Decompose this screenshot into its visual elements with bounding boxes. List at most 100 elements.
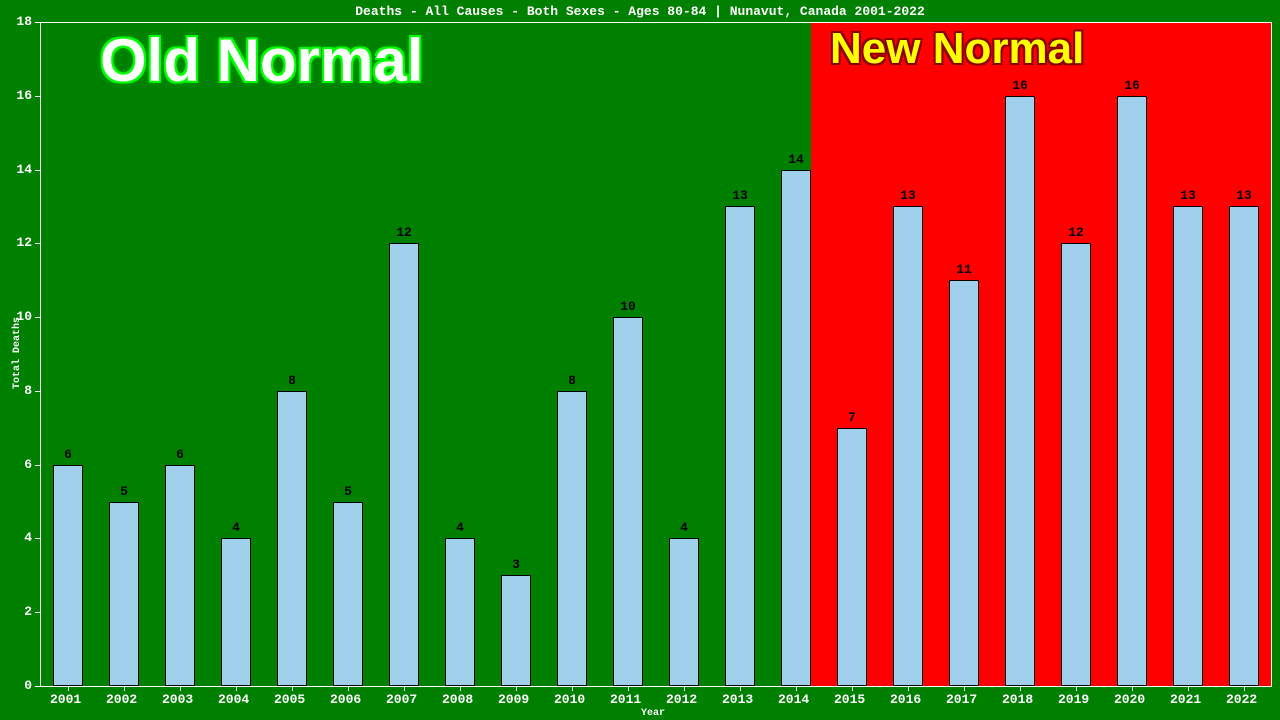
x-tick (236, 686, 237, 691)
x-tick (516, 686, 517, 691)
x-tick-label: 2005 (274, 692, 305, 707)
x-tick (684, 686, 685, 691)
x-tick-label: 2011 (610, 692, 641, 707)
bar (277, 391, 308, 686)
x-tick (68, 686, 69, 691)
y-tick-label: 8 (24, 383, 32, 398)
x-tick-label: 2017 (946, 692, 977, 707)
y-tick-label: 14 (16, 162, 32, 177)
x-tick (1076, 686, 1077, 691)
bar (501, 575, 532, 686)
y-tick (35, 317, 40, 318)
x-axis-top (40, 22, 1272, 23)
annotation-old-normal: Old Normal (100, 26, 423, 95)
x-tick-label: 2012 (666, 692, 697, 707)
x-tick (180, 686, 181, 691)
bar (109, 502, 140, 686)
y-axis-label: Total Deaths (12, 317, 23, 389)
bar (389, 243, 420, 686)
y-tick-label: 0 (24, 678, 32, 693)
x-tick-label: 2018 (1002, 692, 1033, 707)
bar-value-label: 4 (445, 520, 475, 535)
x-tick-label: 2021 (1170, 692, 1201, 707)
y-tick-label: 2 (24, 604, 32, 619)
x-tick (908, 686, 909, 691)
x-tick-label: 2006 (330, 692, 361, 707)
bar (221, 538, 252, 686)
x-tick (124, 686, 125, 691)
bar (557, 391, 588, 686)
bar (1173, 206, 1204, 686)
x-tick (964, 686, 965, 691)
bar-value-label: 16 (1005, 78, 1035, 93)
bar (669, 538, 700, 686)
y-tick-label: 6 (24, 457, 32, 472)
bar-value-label: 8 (277, 373, 307, 388)
bar-value-label: 13 (1229, 188, 1259, 203)
bar-value-label: 12 (1061, 225, 1091, 240)
bar-value-label: 11 (949, 262, 979, 277)
bar (1005, 96, 1036, 686)
x-tick-label: 2010 (554, 692, 585, 707)
y-tick (35, 465, 40, 466)
bar-value-label: 12 (389, 225, 419, 240)
x-tick (740, 686, 741, 691)
y-tick-label: 18 (16, 14, 32, 29)
x-tick (796, 686, 797, 691)
y-axis (40, 22, 41, 686)
bar (333, 502, 364, 686)
x-tick-label: 2015 (834, 692, 865, 707)
x-tick (404, 686, 405, 691)
bar (165, 465, 196, 686)
bar-value-label: 13 (1173, 188, 1203, 203)
bar (1117, 96, 1148, 686)
x-tick (460, 686, 461, 691)
x-tick (292, 686, 293, 691)
y-tick (35, 686, 40, 687)
x-tick-label: 2004 (218, 692, 249, 707)
annotation-new-normal: New Normal (830, 24, 1084, 74)
x-tick (1244, 686, 1245, 691)
bar (725, 206, 756, 686)
bar (1229, 206, 1260, 686)
y-tick (35, 612, 40, 613)
bar (53, 465, 84, 686)
bar (893, 206, 924, 686)
bar-value-label: 13 (893, 188, 923, 203)
bar-value-label: 16 (1117, 78, 1147, 93)
bar-value-label: 4 (669, 520, 699, 535)
bar (837, 428, 868, 686)
x-tick-label: 2008 (442, 692, 473, 707)
bar-value-label: 6 (165, 447, 195, 462)
x-tick (852, 686, 853, 691)
x-tick-label: 2003 (162, 692, 193, 707)
bar (445, 538, 476, 686)
y-tick-label: 4 (24, 530, 32, 545)
bar-value-label: 4 (221, 520, 251, 535)
y-axis-right (1271, 22, 1272, 686)
x-tick (1188, 686, 1189, 691)
bar-value-label: 10 (613, 299, 643, 314)
x-tick (628, 686, 629, 691)
x-axis-label: Year (641, 708, 665, 719)
x-tick (348, 686, 349, 691)
y-tick (35, 243, 40, 244)
x-tick-label: 2002 (106, 692, 137, 707)
x-tick-label: 2014 (778, 692, 809, 707)
x-tick-label: 2013 (722, 692, 753, 707)
bar-value-label: 7 (837, 410, 867, 425)
x-tick-label: 2019 (1058, 692, 1089, 707)
y-tick-label: 12 (16, 235, 32, 250)
y-tick-label: 16 (16, 88, 32, 103)
x-tick-label: 2022 (1226, 692, 1257, 707)
bar (949, 280, 980, 686)
y-tick (35, 170, 40, 171)
x-tick-label: 2009 (498, 692, 529, 707)
chart-title: Deaths - All Causes - Both Sexes - Ages … (0, 4, 1280, 19)
bar-value-label: 6 (53, 447, 83, 462)
y-tick (35, 96, 40, 97)
bar (613, 317, 644, 686)
bar-value-label: 5 (333, 484, 363, 499)
x-tick-label: 2016 (890, 692, 921, 707)
x-tick-label: 2001 (50, 692, 81, 707)
